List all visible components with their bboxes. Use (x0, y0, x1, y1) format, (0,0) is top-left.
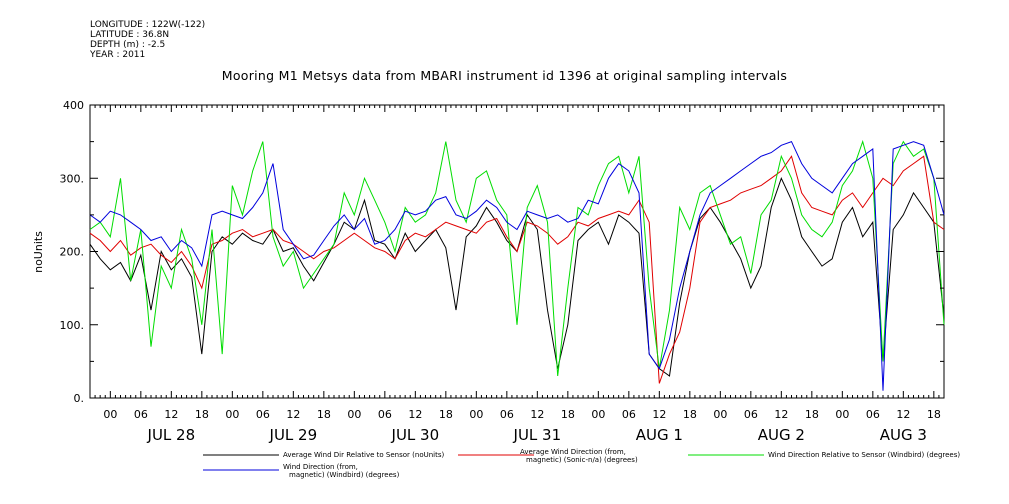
series-line-1 (89, 176, 945, 377)
x-tick-label: 18 (195, 408, 209, 421)
x-tick-label: 06 (256, 408, 270, 421)
y-tick-label: 400 (63, 99, 84, 112)
mooring-metadata: LONGITUDE : 122W(-122) LATITUDE : 36.8N … (90, 20, 205, 60)
legend-label-line: Wind Direction (from, (283, 463, 358, 471)
x-day-label: AUG 3 (880, 426, 927, 444)
x-tick-label: 00 (347, 408, 361, 421)
x-day-label: JUL 29 (269, 426, 318, 444)
x-tick-label: 12 (286, 408, 300, 421)
legend-label: Wind Direction Relative to Sensor (Windb… (768, 451, 960, 459)
x-tick-label: 00 (225, 408, 239, 421)
x-tick-label: 06 (622, 408, 636, 421)
x-tick-label: 00 (591, 408, 605, 421)
y-tick-label: 0. (74, 392, 85, 405)
series-line-2 (89, 155, 945, 384)
x-tick-label: 18 (683, 408, 697, 421)
x-tick-label: 00 (103, 408, 117, 421)
legend-label-line: Average Wind Direction (from, (520, 448, 626, 456)
legend-label: Average Wind Dir Relative to Sensor (noU… (283, 451, 444, 459)
x-tick-label: 06 (134, 408, 148, 421)
chart-title: Mooring M1 Metsys data from MBARI instru… (221, 68, 788, 83)
x-tick-label: 18 (927, 408, 941, 421)
year-label: YEAR : 2011 (90, 50, 146, 60)
x-tick-label: 12 (408, 408, 422, 421)
y-tick-label: 200. (60, 246, 85, 259)
x-tick-label: 00 (713, 408, 727, 421)
x-tick-label: 12 (164, 408, 178, 421)
x-tick-label: 18 (805, 408, 819, 421)
y-axis-label: noUnits (32, 231, 45, 273)
x-tick-label: 00 (835, 408, 849, 421)
x-day-label: AUG 2 (758, 426, 805, 444)
series-line-3 (89, 139, 945, 377)
legend-label: Wind Direction (from, magnetic) (Windbird… (283, 463, 400, 479)
latitude-label: LATITUDE : 36.8N (90, 30, 170, 40)
x-tick-label: 06 (378, 408, 392, 421)
legend: Average Wind Dir Relative to Sensor (noU… (203, 448, 960, 479)
x-tick-label: 12 (774, 408, 788, 421)
series-line-4 (89, 140, 945, 391)
x-tick-label: 06 (744, 408, 758, 421)
legend-label-line: magnetic) (Windbird) (degrees) (289, 471, 400, 479)
ticks-group: 0. 100. 200. 300. 400 00 06 12 18 00 06 12 18 00 06 12 1… (60, 99, 945, 444)
x-tick-label: 00 (469, 408, 483, 421)
x-tick-label: 18 (561, 408, 575, 421)
x-day-label: AUG 1 (636, 426, 683, 444)
x-tick-label: 18 (317, 408, 331, 421)
x-day-label: JUL 28 (147, 426, 196, 444)
legend-label-line: magnetic) (Sonic-n/a) (degrees) (526, 456, 638, 464)
series-group (89, 139, 945, 391)
x-tick-label: 18 (439, 408, 453, 421)
y-tick-label: 100. (60, 319, 85, 332)
y-tick-label: 300. (60, 172, 85, 185)
x-tick-label: 12 (896, 408, 910, 421)
x-day-label: JUL 31 (513, 426, 562, 444)
x-tick-label: 06 (866, 408, 880, 421)
x-tick-label: 12 (652, 408, 666, 421)
x-tick-label: 06 (500, 408, 514, 421)
longitude-label: LONGITUDE : 122W(-122) (90, 20, 206, 30)
x-day-label: JUL 30 (391, 426, 440, 444)
legend-label: Average Wind Direction (from, magnetic) (… (520, 448, 638, 464)
x-tick-label: 12 (530, 408, 544, 421)
depth-label: DEPTH (m) : -2.5 (90, 40, 166, 50)
